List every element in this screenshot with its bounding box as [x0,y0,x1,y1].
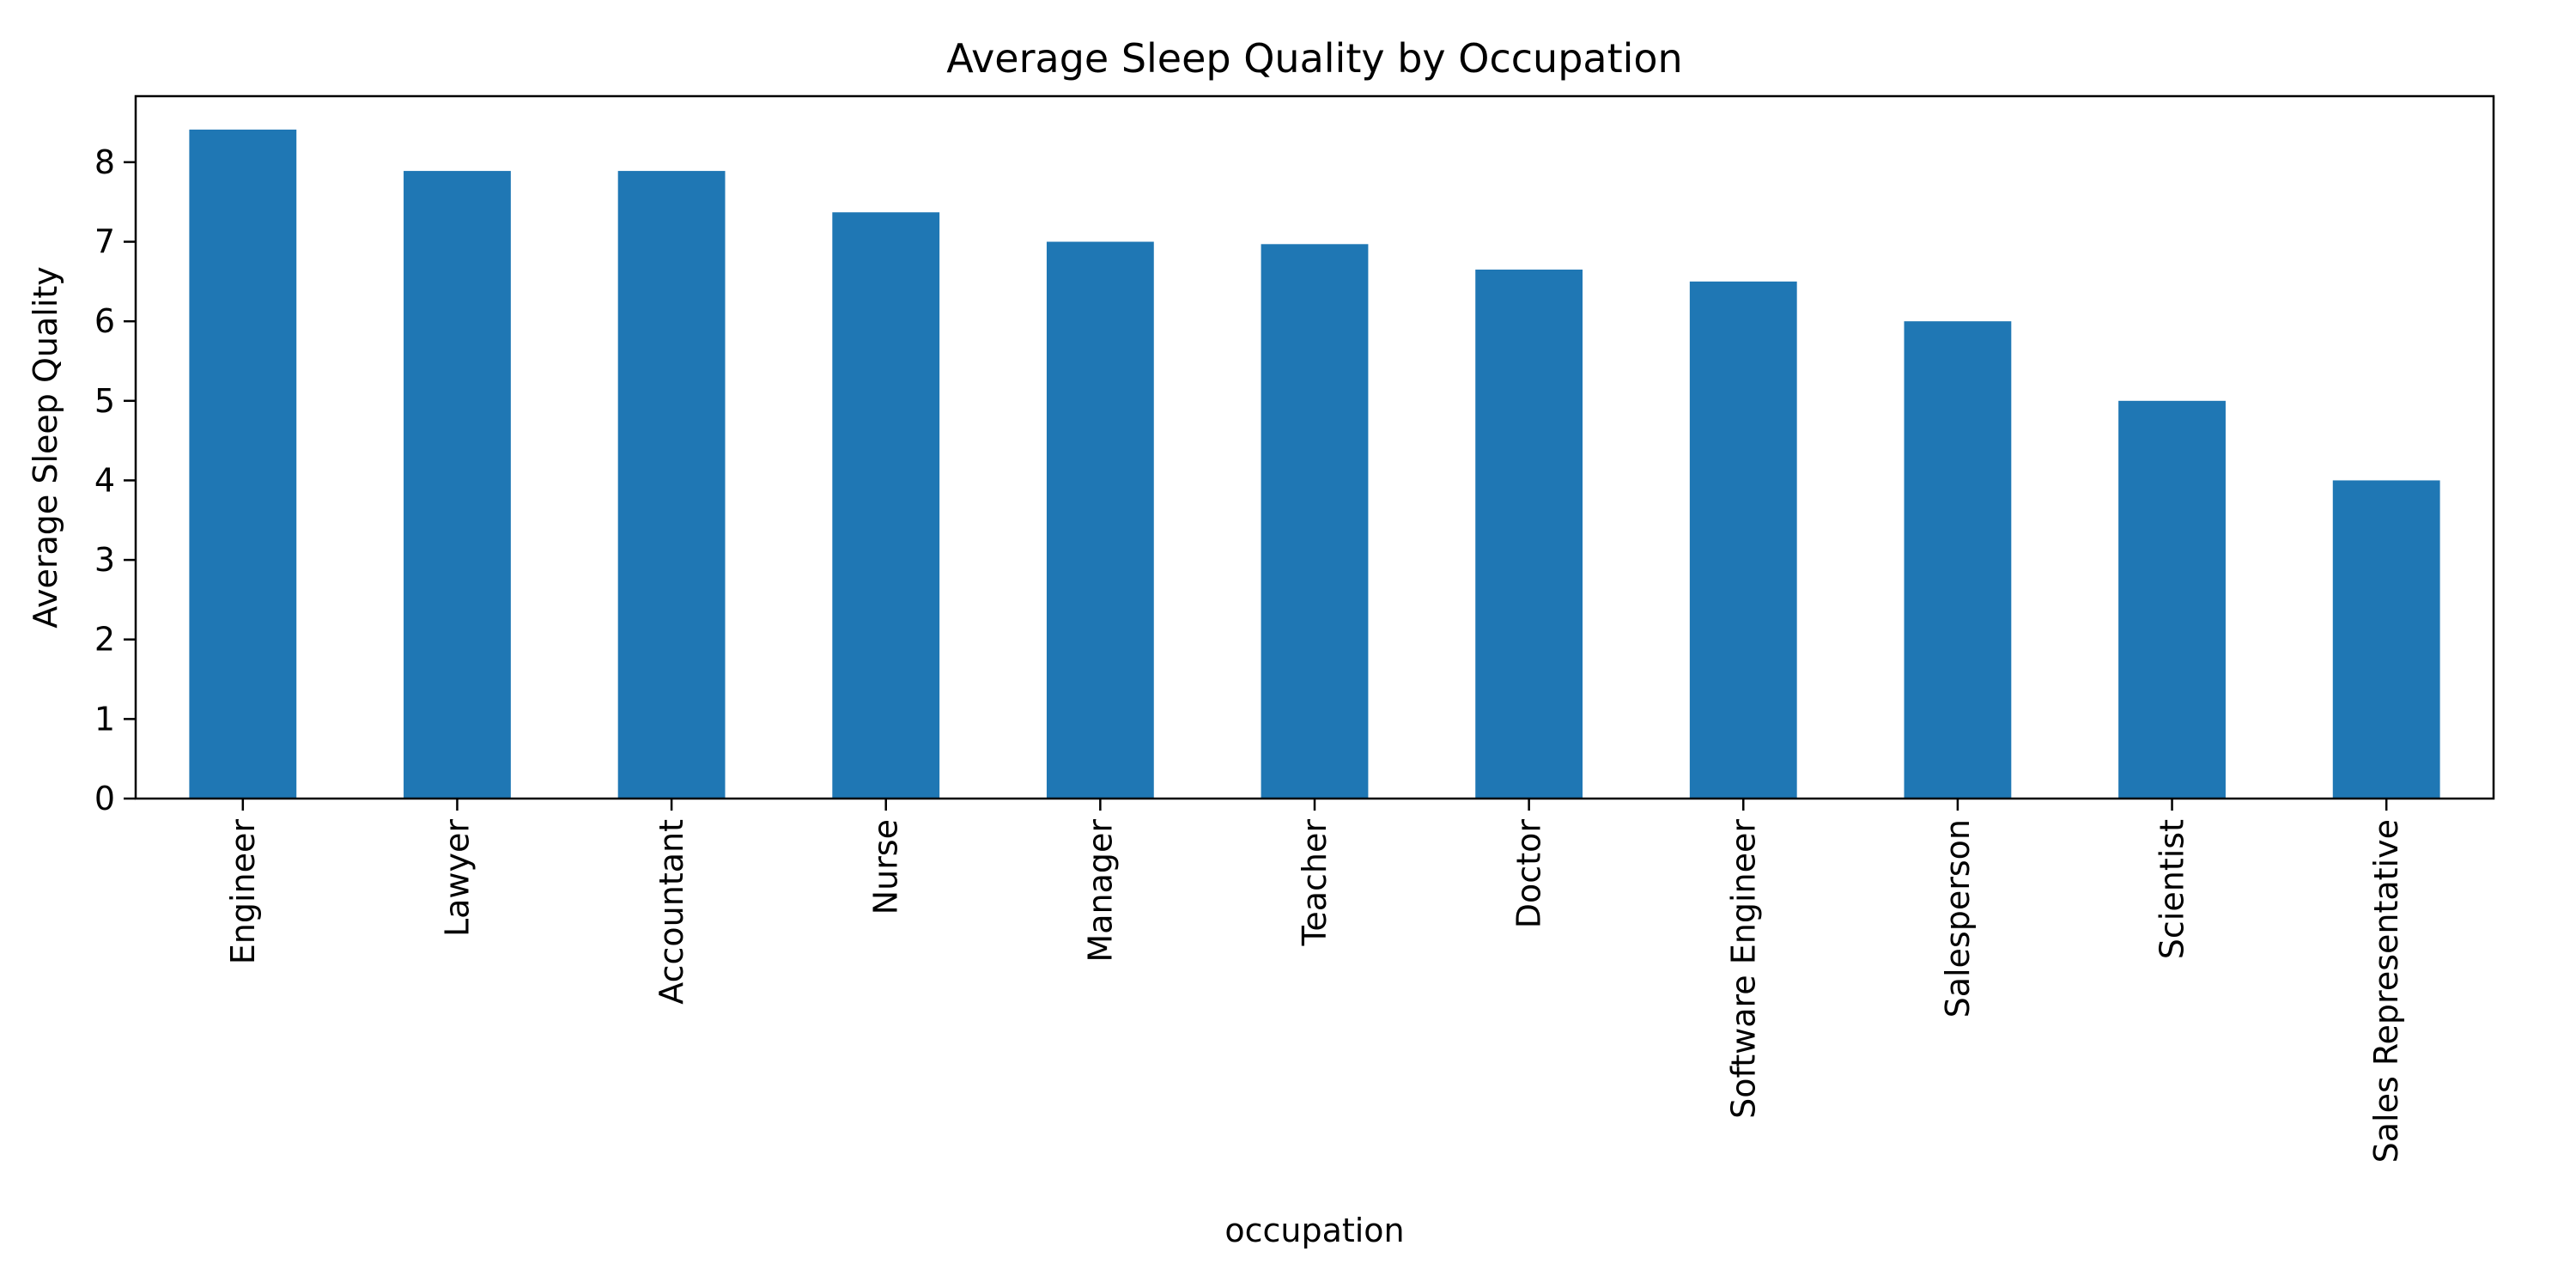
y-tick-label: 7 [94,223,115,261]
bar-salesperson [1904,321,2012,799]
bar-teacher [1261,244,1369,799]
chart-title: Average Sleep Quality by Occupation [946,35,1682,82]
x-tick-label: Sales Representative [2367,819,2405,1163]
x-axis: Engineer Lawyer Accountant Nurse Manager Teac… [224,799,2405,1163]
bars-group [189,129,2440,799]
bar-scientist [2118,400,2226,799]
bar-software-engineer [1689,281,1797,799]
x-tick-label: Lawyer [438,819,476,937]
y-tick-label: 2 [94,621,115,659]
x-axis-label: occupation [1224,1212,1404,1249]
bar-nurse [832,212,940,799]
y-tick-label: 0 [94,780,115,817]
x-tick-label: Engineer [224,819,262,965]
bar-doctor [1475,269,1583,799]
y-tick-label: 3 [94,541,115,579]
bar-engineer [189,129,297,799]
y-axis-label: Average Sleep Quality [27,266,64,629]
bar-lawyer [404,171,511,799]
y-tick-label: 5 [94,382,115,420]
x-tick-label: Manager [1081,819,1119,963]
x-tick-label: Doctor [1510,819,1548,929]
bar-manager [1046,241,1154,799]
x-tick-label: Salesperson [1939,819,1977,1018]
x-tick-label: Accountant [653,819,690,1005]
x-tick-label: Teacher [1296,819,1334,947]
y-tick-label: 8 [94,143,115,181]
y-tick-label: 6 [94,302,115,340]
plot-area [134,94,2495,800]
x-tick-label: Software Engineer [1724,819,1762,1119]
x-tick-label: Scientist [2154,819,2191,959]
x-tick-label: Nurse [867,819,905,914]
y-tick-label: 4 [94,461,115,499]
y-axis: 0 1 2 3 4 5 6 7 8 [94,143,136,817]
bar-accountant [617,171,726,799]
y-tick-label: 1 [94,700,115,738]
bar-sales-representative [2332,480,2440,799]
